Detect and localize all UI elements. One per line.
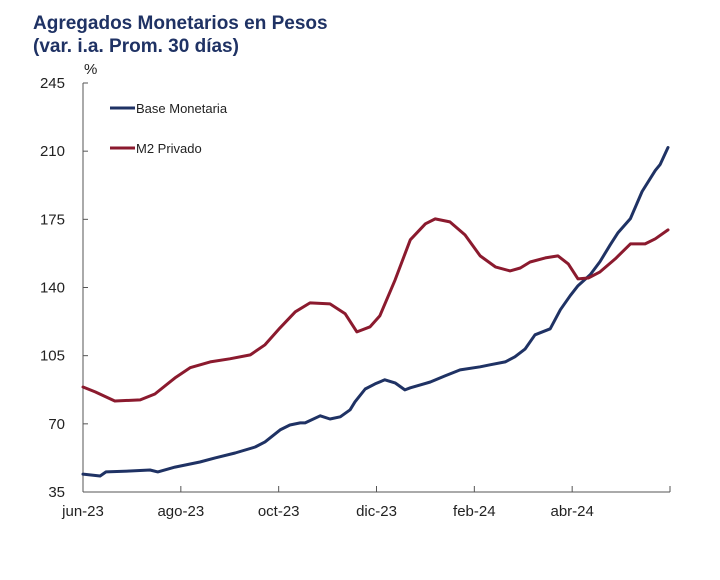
chart-subtitle: (var. i.a. Prom. 30 días)	[33, 36, 239, 57]
y-tick-label: 175	[40, 211, 65, 228]
series-group	[81, 146, 670, 478]
axes: 35 70 105 140 175 210 245 jun-23 ago-23 oct-23 dic…	[40, 75, 671, 520]
legend: Base Monetaria M2 Privado	[110, 101, 228, 156]
x-tick-label: jun-23	[61, 503, 104, 520]
x-tick-label: oct-23	[258, 503, 300, 520]
x-tick-label: ago-23	[157, 503, 204, 520]
y-tick-label: 140	[40, 280, 65, 297]
chart-title-block: Agregados Monetarios en Pesos (var. i.a.…	[33, 12, 328, 58]
series-line-m2-privado	[81, 217, 670, 403]
legend-label: M2 Privado	[136, 141, 202, 156]
y-axis-unit-label: %	[84, 61, 97, 78]
x-tick-label: abr-24	[550, 503, 593, 520]
y-tick-label: 105	[40, 348, 65, 365]
x-tick-label: feb-24	[453, 503, 496, 520]
y-tick-label: 70	[48, 416, 65, 433]
x-tick-label: dic-23	[356, 503, 397, 520]
chart-title: Agregados Monetarios en Pesos	[33, 13, 328, 34]
y-tick-label: 210	[40, 143, 65, 160]
y-tick-label: 245	[40, 75, 65, 92]
y-tick-label: 35	[48, 484, 65, 501]
legend-label: Base Monetaria	[136, 101, 228, 116]
series-line-base-monetaria	[81, 146, 670, 478]
